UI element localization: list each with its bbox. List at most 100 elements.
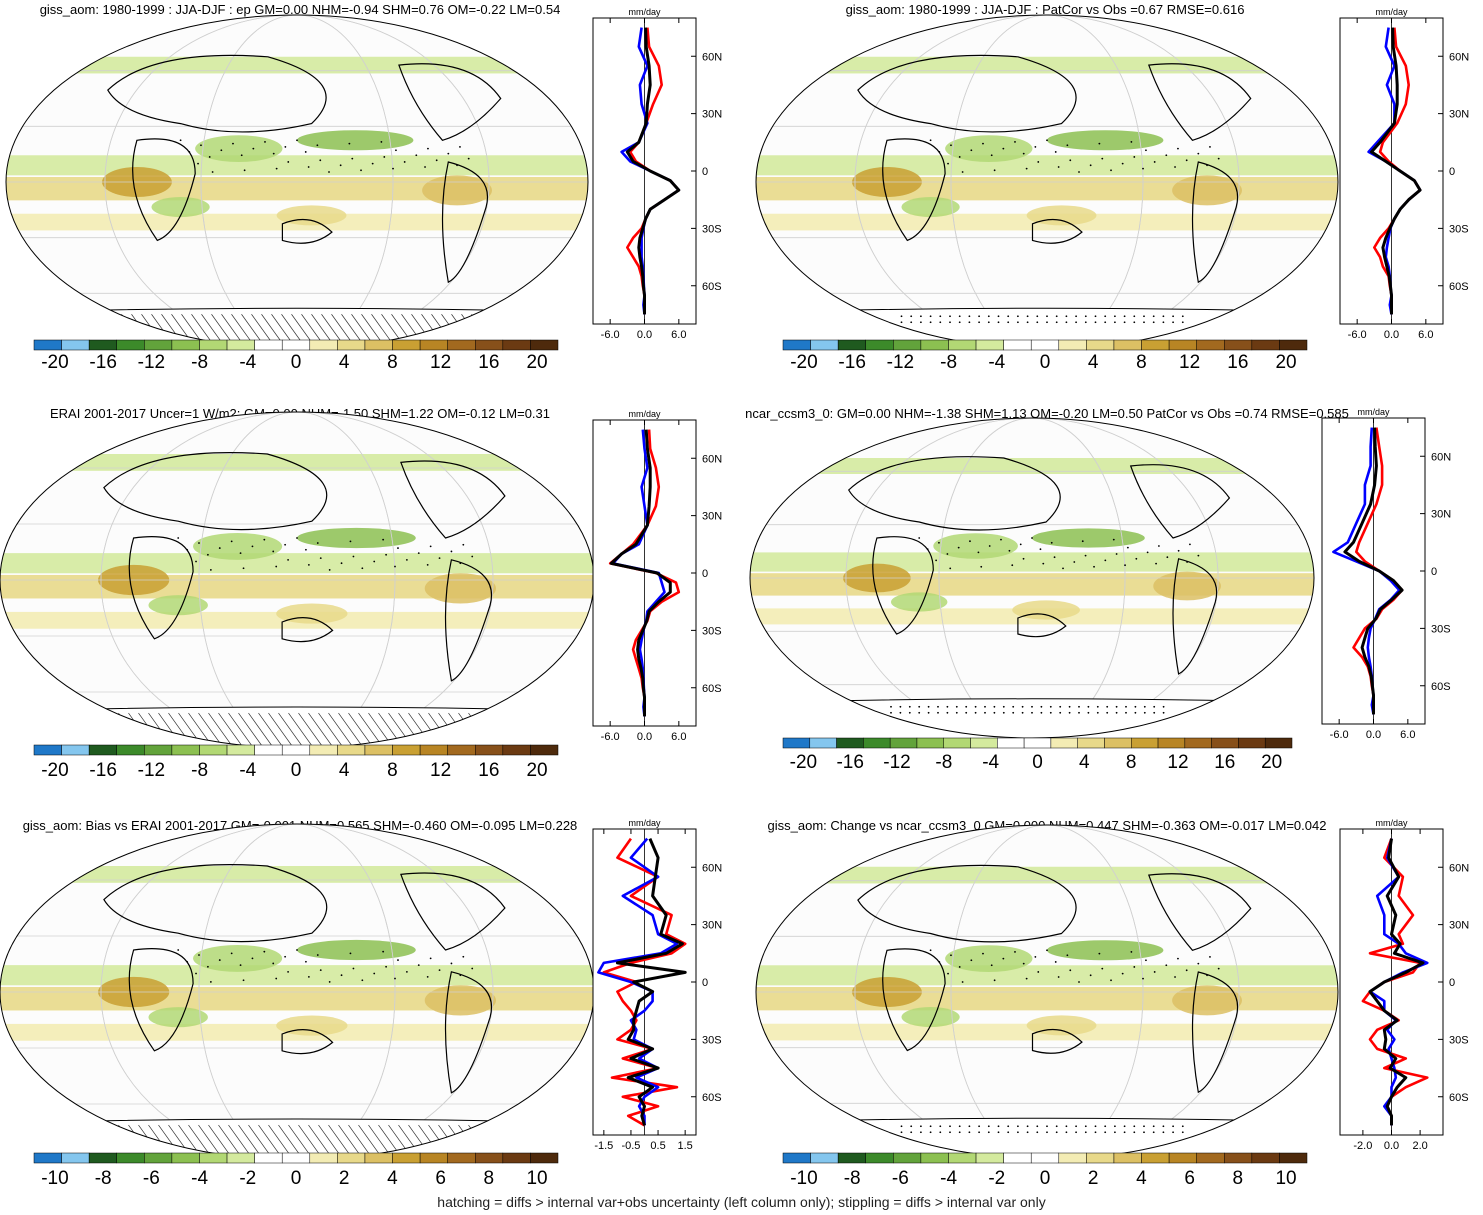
continent-outline xyxy=(132,138,196,242)
stipple-dot xyxy=(990,964,993,967)
world-map-2 xyxy=(755,14,1339,350)
hatching-line xyxy=(8,1124,34,1160)
colorbar-tick-label: -4 xyxy=(191,1168,208,1189)
stipple-dot xyxy=(296,949,298,951)
antarctica-outline xyxy=(0,706,594,748)
colorbar-cell xyxy=(1168,1152,1197,1164)
stipple-dot xyxy=(900,1125,903,1128)
hatching-line xyxy=(468,712,494,748)
colorbar-cell xyxy=(1030,339,1060,351)
stipple-dot xyxy=(990,154,993,157)
colorbar-cell xyxy=(226,339,255,351)
stipple-dot xyxy=(997,1125,1000,1128)
stipple-dot xyxy=(200,144,202,147)
y-tick-label: 0 xyxy=(1431,566,1437,578)
colorbar-cell xyxy=(916,737,944,749)
stipple-dot xyxy=(392,167,394,170)
stipple-dot xyxy=(1197,962,1200,965)
stipple-dot xyxy=(920,315,922,318)
stipple-dot xyxy=(438,969,441,972)
stipple-dot xyxy=(927,705,930,708)
precip-anomaly xyxy=(945,945,1033,972)
stipple-dot xyxy=(456,164,458,167)
colorbar-cell xyxy=(281,1152,311,1164)
stipple-dot xyxy=(958,1131,961,1134)
graticule-lon xyxy=(198,412,396,748)
precip-anomaly xyxy=(424,985,496,1016)
stipple-dot xyxy=(186,960,189,963)
precip-band xyxy=(756,176,1338,201)
stipple-dot xyxy=(1096,705,1099,708)
stipple-dot xyxy=(1177,147,1179,150)
stipple-dot xyxy=(982,142,984,145)
colorbar-cell xyxy=(893,339,922,351)
stipple-dot xyxy=(1017,1131,1019,1134)
colorbar-cell xyxy=(1003,1152,1032,1164)
stipple-dot xyxy=(968,315,971,318)
stipple-dot xyxy=(240,154,243,157)
x-tick-label: 0.0 xyxy=(1366,729,1381,741)
stipple-dot xyxy=(1133,1125,1136,1128)
stipple-dot xyxy=(955,711,958,714)
colorbar-cell xyxy=(1157,737,1186,749)
stipple-dot xyxy=(1181,321,1184,324)
hatching-line xyxy=(11,314,37,349)
stipple-dot xyxy=(339,164,342,167)
stipple-dot xyxy=(1143,1131,1145,1134)
stipple-dot xyxy=(1165,154,1168,157)
stipple-dot xyxy=(997,1131,1000,1134)
precip-anomaly xyxy=(193,944,283,972)
colorbar-cell xyxy=(392,339,421,351)
stipple-dot xyxy=(1007,315,1010,318)
colorbar-cell xyxy=(893,1152,922,1164)
continent-outline xyxy=(882,948,946,1052)
stipple-dot xyxy=(946,711,949,714)
stipple-dot xyxy=(949,321,951,324)
colorbar-tick-label: 0 xyxy=(291,760,302,781)
colorbar-tick-label: 8 xyxy=(387,352,398,373)
y-tick-label: 30S xyxy=(702,223,722,235)
hatching-line xyxy=(0,712,24,748)
stipple-dot xyxy=(1078,705,1080,708)
stipple-dot xyxy=(360,169,362,172)
stipple-dot xyxy=(198,954,200,956)
y-tick-label: 60S xyxy=(1449,1092,1469,1104)
colorbar-cell xyxy=(61,1152,90,1164)
stipple-dot xyxy=(1046,139,1048,142)
hatching-line xyxy=(218,712,244,748)
y-tick-label: 30S xyxy=(1431,623,1451,635)
colorbar-cell xyxy=(810,1152,839,1164)
x-tick-label: -6.0 xyxy=(601,329,620,341)
stipple-dot xyxy=(284,146,287,148)
colorbar-tick-label: -6 xyxy=(143,1168,160,1189)
stipple-dot xyxy=(405,558,408,561)
continent-outline xyxy=(872,536,934,635)
stipple-dot xyxy=(1098,142,1101,145)
stipple-dot xyxy=(946,705,949,708)
colorbar-tick-label: 12 xyxy=(430,352,451,373)
stipple-dot xyxy=(890,705,892,708)
precip-anomaly xyxy=(1047,940,1164,961)
colorbar-cell xyxy=(1077,737,1105,749)
stipple-dot xyxy=(395,149,397,152)
precip-anomaly xyxy=(891,592,948,612)
colorbar-tick-label: -4 xyxy=(940,1168,957,1189)
hatching-line xyxy=(288,712,314,748)
series-line xyxy=(1370,27,1422,315)
colorbar-cell xyxy=(309,1152,338,1164)
stipple-dot xyxy=(1172,1131,1174,1134)
series-line xyxy=(615,838,687,1126)
series-line xyxy=(1361,838,1429,1126)
colorbar-cell xyxy=(226,744,255,756)
hatching-line xyxy=(348,712,374,748)
stipple-dot xyxy=(1115,553,1118,555)
stipple-dot xyxy=(1049,711,1052,714)
stipple-dot xyxy=(1104,1131,1107,1134)
stipple-dot xyxy=(1106,705,1109,708)
stipple-dot xyxy=(1007,1125,1010,1128)
x-tick-label: -6.0 xyxy=(1348,329,1367,341)
stipple-dot xyxy=(1177,957,1179,960)
continent-outline xyxy=(103,864,328,943)
colorbar-cell xyxy=(1086,1152,1115,1164)
y-tick-label: 30N xyxy=(1449,920,1469,932)
